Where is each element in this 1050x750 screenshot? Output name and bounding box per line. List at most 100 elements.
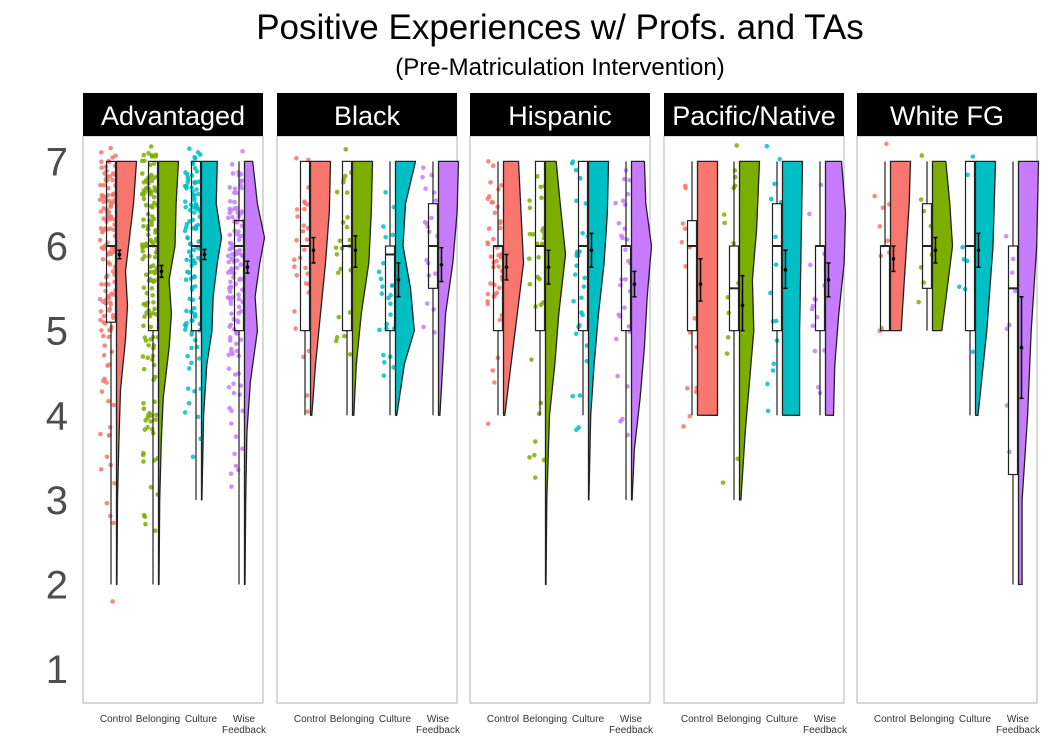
data-point bbox=[228, 289, 233, 294]
data-point bbox=[574, 168, 579, 173]
data-point bbox=[971, 350, 976, 355]
data-point bbox=[382, 373, 387, 378]
x-tick-label: Wise bbox=[427, 714, 450, 725]
data-point bbox=[232, 452, 237, 457]
data-point bbox=[237, 305, 242, 310]
data-point bbox=[578, 393, 583, 398]
data-point bbox=[726, 311, 731, 316]
data-point bbox=[305, 409, 310, 414]
data-point bbox=[151, 263, 156, 268]
mean-point bbox=[977, 248, 981, 252]
facet-panel: Advantaged Control Belonging Culture WiseFee… bbox=[83, 93, 267, 736]
y-tick-label: 4 bbox=[46, 394, 68, 438]
data-point bbox=[813, 349, 818, 354]
data-point bbox=[108, 425, 113, 430]
data-point bbox=[189, 332, 194, 337]
data-point bbox=[341, 220, 346, 225]
data-point bbox=[153, 417, 158, 422]
data-point bbox=[194, 187, 199, 192]
mean-point bbox=[440, 263, 444, 267]
data-point bbox=[536, 255, 541, 260]
data-point bbox=[187, 270, 192, 275]
data-point bbox=[234, 331, 239, 336]
data-point bbox=[531, 232, 536, 237]
data-point bbox=[101, 216, 106, 221]
data-point bbox=[685, 386, 690, 391]
data-point bbox=[527, 455, 532, 460]
data-point bbox=[811, 323, 816, 328]
data-point bbox=[1011, 257, 1016, 262]
data-point bbox=[344, 147, 349, 152]
data-point bbox=[733, 168, 738, 173]
x-tick-label: Belonging bbox=[910, 714, 954, 725]
data-point bbox=[533, 439, 538, 444]
data-point bbox=[193, 180, 198, 185]
data-point bbox=[725, 351, 730, 356]
data-point bbox=[342, 334, 347, 339]
data-point bbox=[103, 289, 108, 294]
mean-point bbox=[784, 268, 788, 272]
data-point bbox=[104, 282, 109, 287]
data-point bbox=[305, 237, 310, 242]
data-point bbox=[532, 453, 537, 458]
data-point bbox=[491, 163, 496, 168]
data-point bbox=[301, 229, 306, 234]
data-point bbox=[766, 409, 771, 414]
data-point bbox=[302, 223, 307, 228]
data-point bbox=[184, 184, 189, 189]
data-point bbox=[774, 319, 779, 324]
data-point bbox=[618, 283, 623, 288]
data-point bbox=[104, 301, 109, 306]
data-point bbox=[236, 292, 241, 297]
data-point bbox=[497, 286, 502, 291]
mean-point bbox=[633, 282, 637, 286]
data-point bbox=[140, 159, 145, 164]
data-point bbox=[101, 257, 106, 262]
facet-strip-label: White FG bbox=[890, 101, 1004, 131]
data-point bbox=[490, 368, 495, 373]
data-point bbox=[772, 182, 777, 187]
mean-point bbox=[699, 282, 703, 286]
data-point bbox=[957, 284, 962, 289]
data-point bbox=[494, 259, 499, 264]
data-point bbox=[147, 254, 152, 259]
data-point bbox=[335, 190, 340, 195]
x-tick-label: Belonging bbox=[330, 714, 374, 725]
data-point bbox=[380, 291, 385, 296]
data-point bbox=[423, 220, 428, 225]
x-tick-label: Belonging bbox=[136, 714, 180, 725]
data-point bbox=[229, 471, 234, 476]
data-point bbox=[107, 308, 112, 313]
data-point bbox=[420, 175, 425, 180]
mean-point bbox=[505, 265, 509, 269]
data-point bbox=[193, 312, 198, 317]
data-point bbox=[142, 285, 147, 290]
data-point bbox=[807, 212, 812, 217]
mean-point bbox=[118, 253, 122, 257]
data-point bbox=[498, 219, 503, 224]
data-point bbox=[379, 277, 384, 282]
data-point bbox=[623, 247, 628, 252]
data-point bbox=[142, 406, 147, 411]
data-point bbox=[189, 346, 194, 351]
data-point bbox=[808, 263, 813, 268]
data-point bbox=[187, 366, 192, 371]
data-point bbox=[152, 307, 157, 312]
y-tick-label: 3 bbox=[46, 479, 68, 523]
data-point bbox=[234, 349, 239, 354]
data-point bbox=[143, 522, 148, 527]
data-point bbox=[144, 272, 149, 277]
data-point bbox=[1007, 323, 1012, 328]
data-point bbox=[227, 385, 232, 390]
data-point bbox=[102, 314, 107, 319]
data-point bbox=[102, 353, 107, 358]
data-point bbox=[153, 528, 158, 533]
data-point bbox=[237, 297, 242, 302]
data-point bbox=[229, 285, 234, 290]
data-point bbox=[338, 239, 343, 244]
data-point bbox=[141, 188, 146, 193]
data-point bbox=[721, 480, 726, 485]
data-point bbox=[382, 360, 387, 365]
data-point bbox=[687, 414, 692, 419]
